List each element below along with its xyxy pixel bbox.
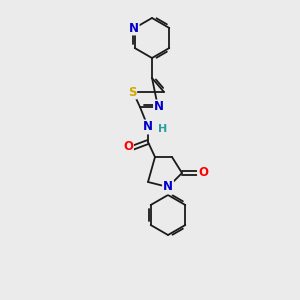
Text: N: N [143,121,153,134]
Text: N: N [154,100,164,113]
Text: N: N [163,181,173,194]
Text: O: O [123,140,133,154]
Text: H: H [158,124,168,134]
Text: S: S [128,85,136,98]
Text: N: N [129,22,139,34]
Text: O: O [198,167,208,179]
